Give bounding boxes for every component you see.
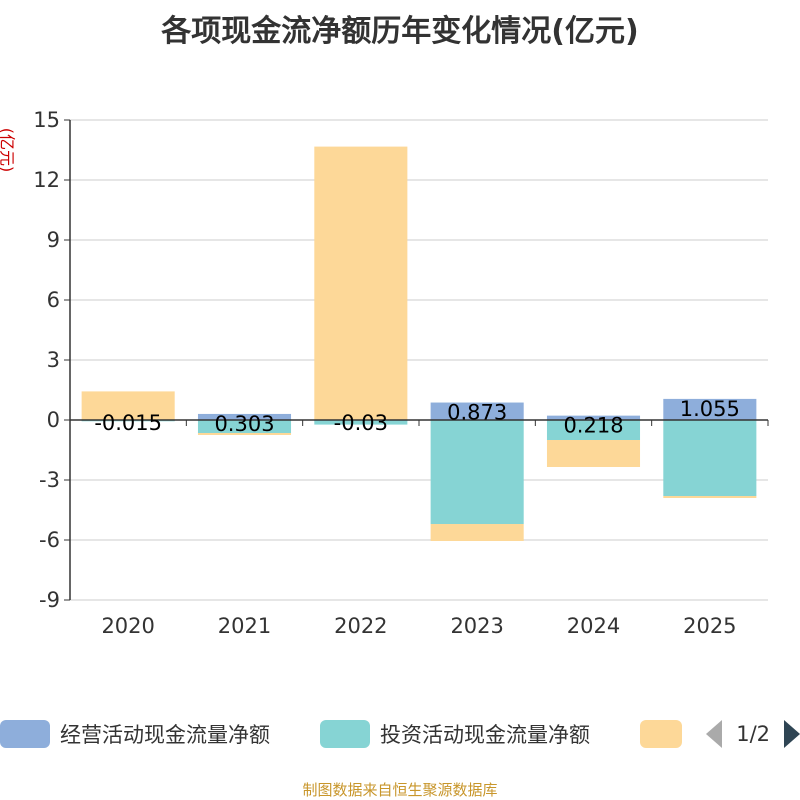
pager-text: 1/2 [736, 722, 770, 746]
legend-label-investing: 投资活动现金流量净额 [380, 723, 590, 747]
bar-2-2021 [197, 433, 292, 435]
bar-0-2024 [546, 415, 641, 420]
y-tick-label: 12 [33, 168, 60, 192]
legend: 经营活动现金流量净额 投资活动现金流量净额 1/2 [0, 714, 800, 754]
legend-item-financing[interactable] [640, 720, 692, 748]
bar-2-2023 [430, 524, 524, 541]
y-tick-label: 6 [47, 288, 60, 312]
y-tick-label: 9 [47, 228, 60, 252]
data-label: 0.303 [214, 412, 274, 436]
y-tick-label: -9 [39, 588, 60, 612]
bar-0-2025 [663, 398, 757, 420]
bar-0-2021 [197, 413, 292, 420]
bar-2-2020 [81, 391, 175, 420]
data-label: 0.218 [563, 414, 623, 438]
bar-1-2020 [81, 420, 175, 422]
x-tick-label: 2022 [334, 614, 387, 638]
y-tick-label: 0 [47, 408, 60, 432]
pager-next-icon[interactable] [784, 720, 800, 748]
x-tick-label: 2024 [567, 614, 620, 638]
bar-0-2023 [430, 402, 524, 420]
legend-item-investing[interactable]: 投资活动现金流量净额 [320, 720, 590, 748]
bar-1-2023 [430, 420, 524, 524]
legend-pager: 1/2 [706, 720, 800, 748]
legend-swatch-financing [640, 720, 682, 748]
data-label: 0.873 [447, 401, 507, 425]
data-label: -0.03 [334, 411, 388, 435]
x-tick-label: 2025 [683, 614, 736, 638]
legend-item-operating[interactable]: 经营活动现金流量净额 [0, 720, 270, 748]
y-tick-label: -3 [39, 468, 60, 492]
bar-1-2022 [314, 420, 408, 425]
legend-swatch-investing [320, 720, 370, 748]
legend-label-operating: 经营活动现金流量净额 [60, 723, 270, 747]
data-label: -0.015 [94, 411, 162, 435]
bar-2-2022 [314, 146, 408, 420]
bar-chart-svg: 15 12 9 6 3 0 -3 -6 -9 2020 2021 2022 2023 2024 2025 -0… [33, 108, 769, 638]
x-tick-label: 2020 [101, 614, 154, 638]
y-tick-label: -6 [39, 528, 60, 552]
bar-1-2021 [197, 420, 292, 433]
bar-2-2024 [546, 440, 641, 467]
bar-2-2025 [663, 496, 757, 498]
legend-swatch-operating [0, 720, 50, 748]
pager-prev-icon[interactable] [706, 720, 723, 748]
y-tick-label: 3 [47, 348, 60, 372]
data-label: 1.055 [680, 397, 740, 421]
x-tick-label: 2021 [218, 614, 271, 638]
chart-title: 各项现金流净额历年变化情况(亿元) [161, 14, 639, 49]
y-tick-label: 15 [33, 108, 60, 132]
footer-source: 制图数据来自恒生聚源数据库 [302, 781, 498, 799]
bar-1-2025 [663, 420, 757, 496]
x-tick-label: 2023 [450, 614, 503, 638]
bar-1-2024 [546, 420, 641, 440]
